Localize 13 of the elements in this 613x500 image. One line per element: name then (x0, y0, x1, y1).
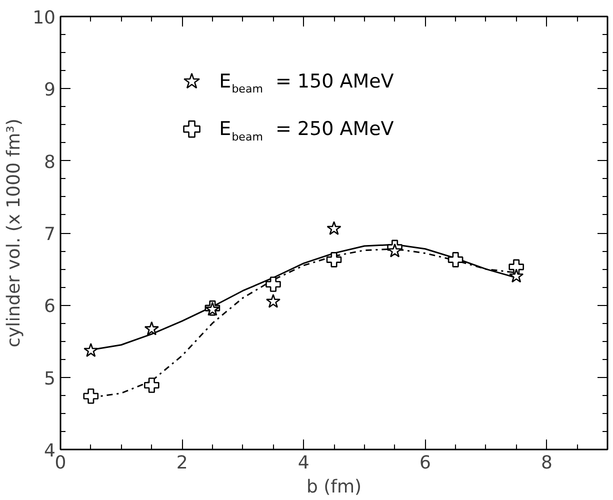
y-tick-label: 8 (44, 152, 56, 173)
x-tick-label: 4 (298, 452, 310, 474)
y-tick-label: 6 (44, 296, 56, 318)
y-tick-label: 5 (44, 368, 56, 390)
y-tick-label: 7 (44, 224, 56, 245)
y-tick-label: 9 (44, 80, 56, 101)
y-tick-label: 10 (32, 8, 56, 28)
x-axis-title: b (fm) (306, 476, 362, 498)
y-axis-title: cylinder vol. (x 1000 fm³) (4, 118, 25, 348)
x-tick-label: 0 (54, 452, 66, 474)
x-tick-label: 6 (419, 452, 431, 474)
x-tick-label: 2 (176, 452, 188, 474)
x-tick-label: 8 (540, 452, 552, 474)
